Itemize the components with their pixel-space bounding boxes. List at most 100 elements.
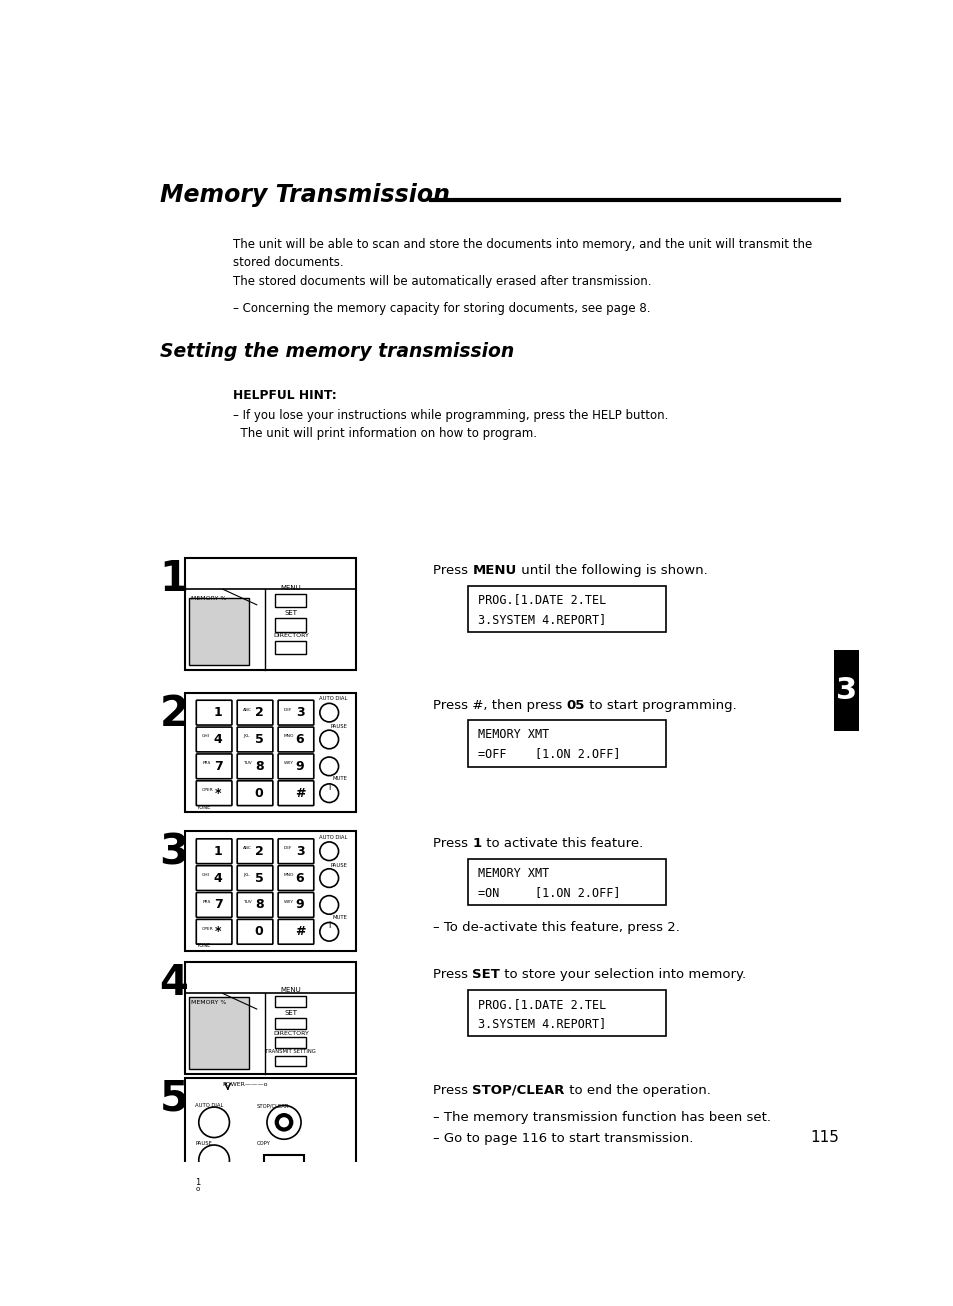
Text: 2: 2 [254,707,263,720]
Text: SET: SET [472,968,499,981]
Text: SET: SET [284,1010,297,1016]
Text: STOP/CLEAR: STOP/CLEAR [472,1084,564,1097]
Text: – The memory transmission function has been set.: – The memory transmission function has b… [433,1110,770,1123]
Text: MEMORY XMT: MEMORY XMT [477,727,549,741]
Text: 4: 4 [213,871,222,884]
Circle shape [278,1117,289,1127]
Bar [275,640,306,654]
Text: STOP/CLEAR: STOP/CLEAR [256,1104,289,1109]
Text: TUV: TUV [243,900,252,904]
Text: AUTO DIAL: AUTO DIAL [318,696,347,701]
Text: 7: 7 [213,760,222,773]
Text: to store your selection into memory.: to store your selection into memory. [499,968,745,981]
Text: The stored documents will be automatically erased after transmission.: The stored documents will be automatical… [233,274,651,287]
Text: =ON     [1.ON 2.OFF]: =ON [1.ON 2.OFF] [477,885,619,899]
Bar [275,995,306,1007]
FancyBboxPatch shape [237,866,273,891]
Text: TRANSMIT SETTING: TRANSMIT SETTING [265,1049,315,1054]
Text: DIRECTORY: DIRECTORY [273,633,309,639]
Text: JKL: JKL [243,734,249,738]
Text: #: # [294,786,305,799]
Bar [833,650,858,731]
Text: 3: 3 [835,677,856,705]
FancyBboxPatch shape [196,866,232,891]
Circle shape [319,868,338,887]
Bar [185,1077,355,1190]
Text: 05: 05 [566,699,584,712]
Text: 1: 1 [213,707,222,720]
Bar [275,1037,306,1049]
FancyBboxPatch shape [196,781,232,806]
FancyBboxPatch shape [278,892,314,917]
Circle shape [319,842,338,861]
Text: GHI: GHI [202,734,210,738]
Bar [468,990,665,1036]
Text: 9: 9 [295,899,304,912]
Text: 2: 2 [254,845,263,858]
Text: ABC: ABC [243,708,252,712]
Bar [468,721,665,767]
Text: 6: 6 [295,733,304,746]
Text: #: # [294,925,305,938]
Text: 115: 115 [809,1131,839,1145]
Text: AUTO DIAL: AUTO DIAL [318,835,347,840]
Circle shape [319,896,338,914]
Text: *: * [214,925,221,938]
FancyBboxPatch shape [237,919,273,944]
FancyBboxPatch shape [278,838,314,863]
Text: TONE: TONE [197,804,212,810]
Text: i: i [328,782,330,791]
FancyBboxPatch shape [196,727,232,752]
Text: 3: 3 [295,845,304,858]
Text: 3.SYSTEM 4.REPORT]: 3.SYSTEM 4.REPORT] [477,613,606,626]
Text: TUV: TUV [243,761,252,765]
Bar [275,1057,306,1066]
Text: 5: 5 [159,1077,189,1119]
Text: 4: 4 [159,963,189,1004]
Text: =OFF    [1.ON 2.OFF]: =OFF [1.ON 2.OFF] [477,747,619,760]
Text: 3.SYSTEM 4.REPORT]: 3.SYSTEM 4.REPORT] [477,1017,606,1030]
Text: 4: 4 [213,733,222,746]
Circle shape [198,1107,230,1138]
Text: The unit will be able to scan and store the documents into memory, and the unit : The unit will be able to scan and store … [233,238,812,251]
Text: – Concerning the memory capacity for storing documents, see page 8.: – Concerning the memory capacity for sto… [233,302,650,315]
Text: DEF: DEF [284,846,293,850]
Circle shape [319,704,338,722]
Text: – Go to page 116 to start transmission.: – Go to page 116 to start transmission. [433,1132,693,1145]
Text: 6: 6 [295,871,304,884]
FancyBboxPatch shape [278,700,314,725]
FancyBboxPatch shape [237,754,273,778]
FancyBboxPatch shape [237,892,273,917]
Text: PAUSE: PAUSE [195,1141,212,1147]
Text: i: i [328,922,330,930]
Circle shape [319,922,338,942]
Bar [275,594,306,607]
Bar [185,692,355,812]
Text: 1: 1 [195,1178,200,1187]
Text: WXY: WXY [284,900,294,904]
Text: MUTE: MUTE [332,914,347,919]
Text: PAUSE: PAUSE [330,863,347,868]
Bar [185,831,355,951]
FancyBboxPatch shape [237,781,273,806]
Text: 8: 8 [254,760,263,773]
Text: HELPFUL HINT:: HELPFUL HINT: [233,389,336,402]
Text: until the following is shown.: until the following is shown. [517,564,706,577]
FancyBboxPatch shape [196,838,232,863]
Text: Press #, then press: Press #, then press [433,699,566,712]
Text: WXY: WXY [284,761,294,765]
Text: 3: 3 [159,831,189,874]
Text: MNO: MNO [284,872,294,876]
Text: MENU: MENU [280,585,301,592]
FancyBboxPatch shape [196,754,232,778]
Text: 1: 1 [159,558,189,599]
Text: OPER: OPER [202,927,213,931]
Text: o: o [195,1186,199,1192]
Text: MEMORY %: MEMORY % [191,596,226,601]
Text: PAUSE: PAUSE [330,725,347,729]
Text: 7: 7 [213,899,222,912]
Text: 1: 1 [213,845,222,858]
FancyBboxPatch shape [237,727,273,752]
Bar [185,558,355,670]
Text: COPY: COPY [256,1141,271,1147]
